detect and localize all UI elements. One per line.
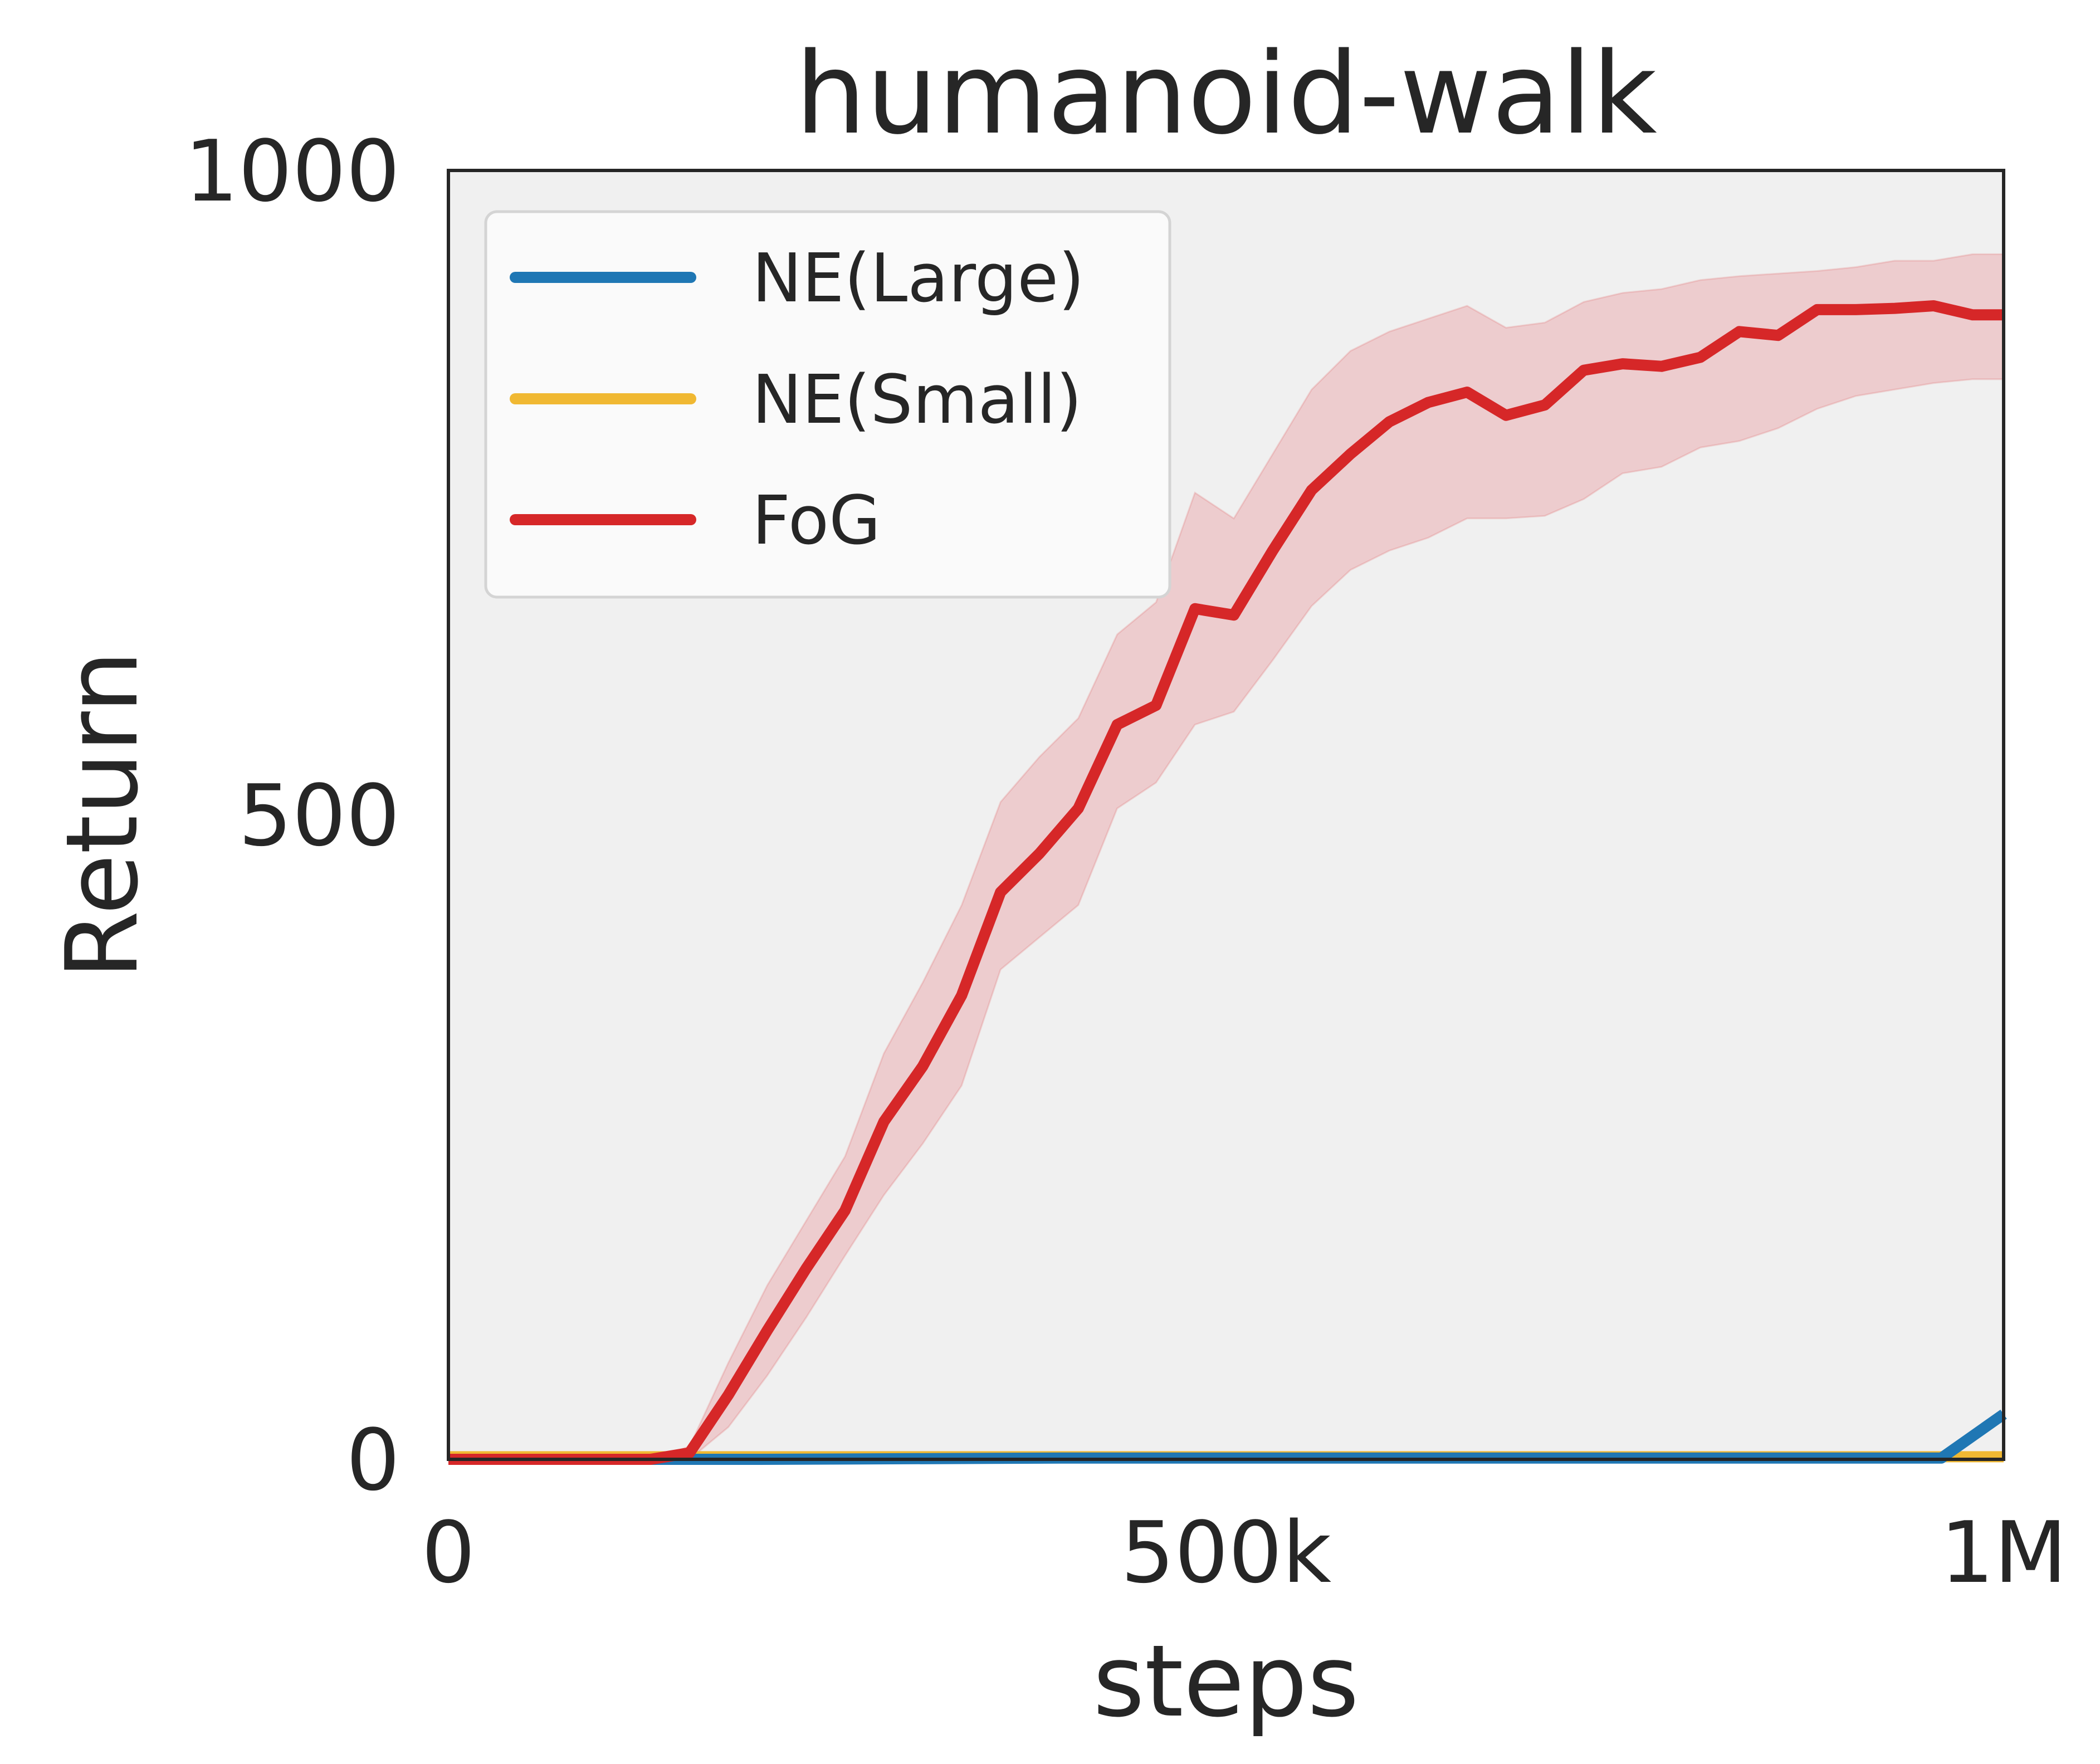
- legend-label-ne-small: NE(Small): [752, 361, 1082, 439]
- legend-box: [484, 210, 1171, 599]
- x-tick-label: 0: [422, 1503, 476, 1602]
- y-tick-labels: 0 500 1000: [184, 122, 400, 1509]
- series-line-fog: [448, 300, 2004, 1465]
- legend: NE(Large) NE(Small) FoG: [484, 210, 1171, 599]
- legend-label-ne-large: NE(Large): [752, 240, 1085, 317]
- chart-title: humanoid-walk: [795, 28, 1657, 159]
- x-tick-label: 500k: [1121, 1503, 1331, 1602]
- y-tick-label: 1000: [184, 122, 400, 221]
- y-tick-label: 0: [346, 1411, 400, 1509]
- y-axis-label: Return: [45, 651, 160, 980]
- x-axis-label: steps: [1093, 1624, 1359, 1739]
- x-tick-labels: 0 500k 1M: [422, 1503, 2067, 1602]
- legend-label-fog: FoG: [752, 482, 881, 560]
- y-tick-label: 500: [238, 766, 400, 865]
- x-tick-label: 1M: [1940, 1503, 2067, 1602]
- plot-frame: [447, 169, 2005, 1461]
